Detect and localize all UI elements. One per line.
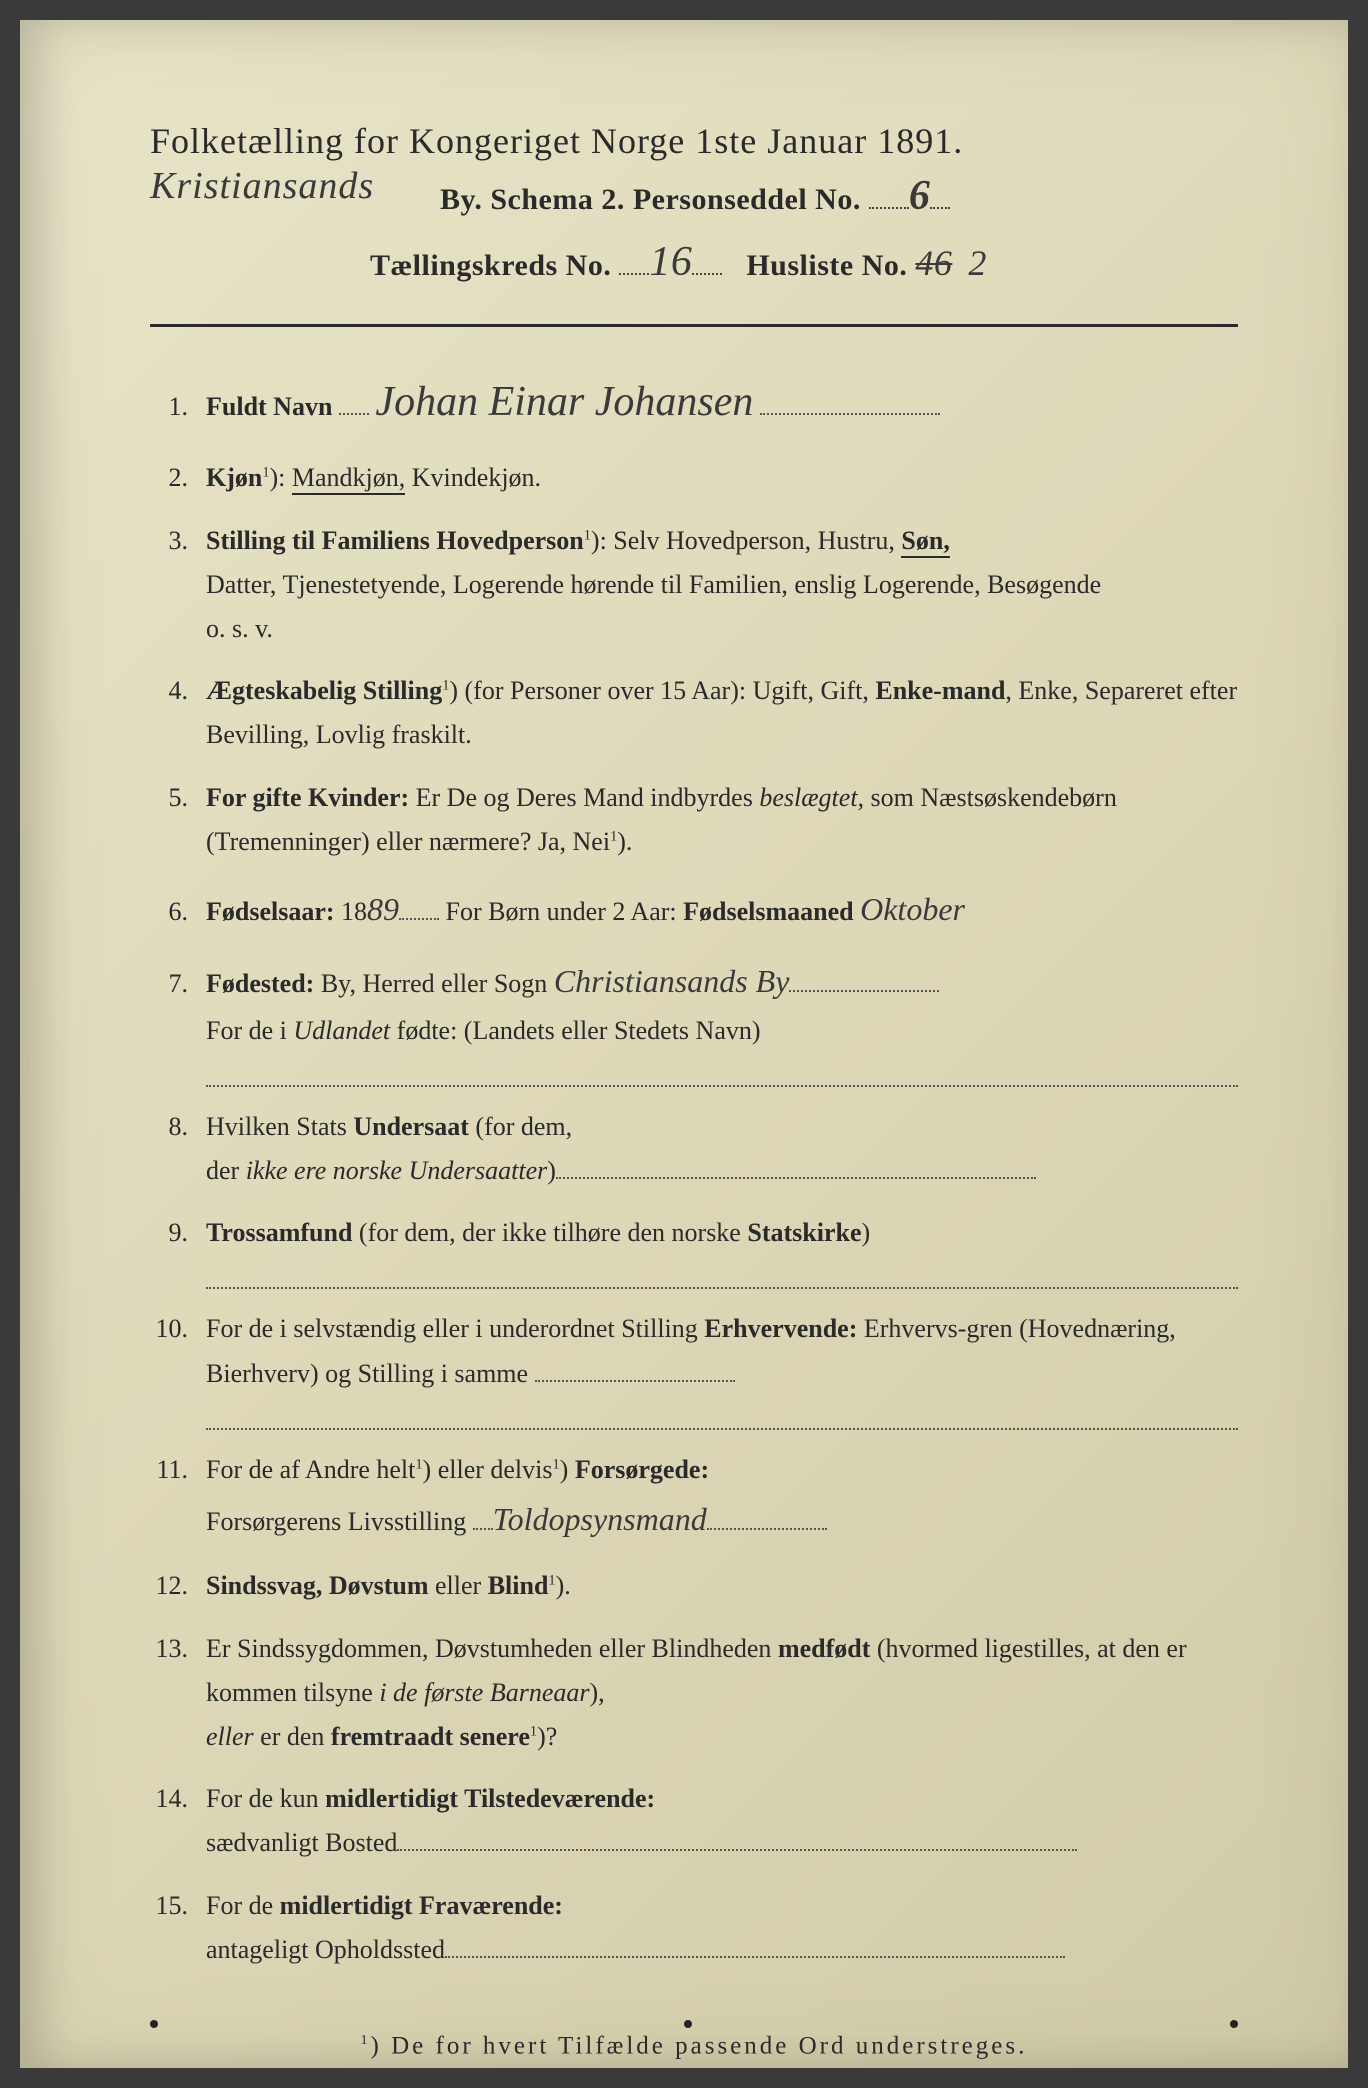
field-3: 3. Stilling til Familiens Hovedperson1):… — [150, 519, 1238, 652]
relation-selected: Søn, — [901, 526, 949, 558]
field-5: 5. For gifte Kvinder: Er De og Deres Man… — [150, 776, 1238, 864]
birth-month: Oktober — [860, 891, 965, 927]
field-12: 12. Sindssvag, Døvstum eller Blind1). — [150, 1564, 1238, 1608]
hole-mark — [684, 2020, 692, 2028]
husliste-no: 2 — [968, 243, 987, 283]
field-1: 1. Fuldt Navn Johan Einar Johansen — [150, 367, 1238, 438]
field-10: 10. For de i selvstændig eller i underor… — [150, 1307, 1238, 1429]
hole-mark — [1230, 2020, 1238, 2028]
husliste-strike: 46 — [915, 243, 952, 283]
divider-top — [150, 324, 1238, 327]
header-line3: Tællingskreds No. 16 Husliste No. 46 2 — [370, 238, 1238, 286]
header-title: Folketælling for Kongeriget Norge 1ste J… — [150, 120, 1238, 162]
gender-selected: Mandkjøn, — [292, 463, 405, 495]
hole-mark — [150, 2020, 158, 2028]
field-14: 14. For de kun midlertidigt Tilstedevære… — [150, 1777, 1238, 1865]
field-15: 15. For de midlertidigt Fraværende: anta… — [150, 1884, 1238, 1972]
field-7: 7. Fødested: By, Herred eller Sogn Chris… — [150, 954, 1238, 1087]
header-line2: By. Schema 2. Personseddel No. 6 — [440, 172, 1238, 220]
birth-year: 89 — [367, 891, 399, 927]
birthplace: Christiansands By — [554, 963, 790, 999]
field-13: 13. Er Sindssygdommen, Døvstumheden elle… — [150, 1627, 1238, 1760]
personseddel-no: 6 — [909, 173, 931, 219]
field-2: 2. Kjøn1): Mandkjøn, Kvindekjøn. — [150, 456, 1238, 500]
city-handwritten: Kristiansands — [150, 164, 374, 208]
census-form-page: Folketælling for Kongeriget Norge 1ste J… — [20, 20, 1348, 2068]
field-11: 11. For de af Andre helt1) eller delvis1… — [150, 1448, 1238, 1547]
taellingskreds-no: 16 — [649, 239, 692, 285]
provider-occupation: Toldopsynsmand — [493, 1501, 707, 1537]
field-8: 8. Hvilken Stats Undersaat (for dem, der… — [150, 1105, 1238, 1193]
field-9: 9. Trossamfund (for dem, der ikke tilhør… — [150, 1211, 1238, 1289]
full-name-value: Johan Einar Johansen — [375, 379, 753, 425]
field-6: 6. Fødselsaar: 1889 For Børn under 2 Aar… — [150, 882, 1238, 936]
field-4: 4. Ægteskabelig Stilling1) (for Personer… — [150, 669, 1238, 757]
footnote: 1) De for hvert Tilfælde passende Ord un… — [150, 2032, 1238, 2060]
